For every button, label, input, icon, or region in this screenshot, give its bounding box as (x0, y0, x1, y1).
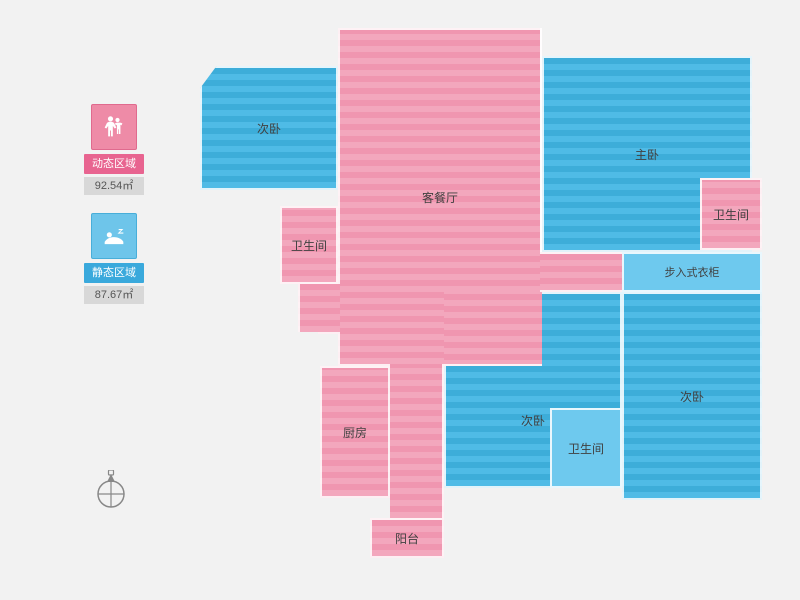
room-label: 次卧 (680, 388, 704, 405)
floorplan-canvas: { "canvas": { "width": 800, "height": 60… (0, 0, 800, 600)
legend-static: 静态区域 87.67㎡ (84, 213, 144, 304)
room-bedroom-nw: 次卧 (200, 66, 338, 190)
living-right-edge (540, 28, 542, 252)
room-label: 次卧 (257, 120, 281, 137)
room-bedroom-se2: 次卧 (622, 292, 762, 500)
room-label: 阳台 (395, 530, 419, 547)
floorplan: 客餐厅 次卧 卫生间 厨房 阳台 主卧 卫生间 (190, 28, 770, 568)
room-hall-s (390, 364, 444, 520)
living-bottom-edge (444, 364, 542, 366)
room-label: 步入式衣柜 (665, 264, 720, 280)
room-label: 卫生间 (713, 206, 749, 223)
compass-icon (93, 470, 129, 512)
legend-dynamic: 动态区域 92.54㎡ (84, 104, 144, 195)
sleep-icon (91, 213, 137, 259)
legend-static-value: 87.67㎡ (84, 286, 144, 304)
people-icon (91, 104, 137, 150)
room-balcony: 阳台 (370, 518, 444, 558)
room-kitchen: 厨房 (320, 366, 390, 498)
room-label: 卫生间 (291, 237, 327, 254)
room-label: 客餐厅 (422, 189, 458, 206)
room-label: 主卧 (635, 146, 659, 163)
room-label: 卫生间 (568, 440, 604, 457)
legend-dynamic-value: 92.54㎡ (84, 177, 144, 195)
door-swing (298, 332, 318, 334)
room-closet: 步入式衣柜 (622, 252, 762, 292)
legend-static-label: 静态区域 (84, 263, 144, 283)
legend-dynamic-label: 动态区域 (84, 154, 144, 174)
room-bath-s: 卫生间 (550, 408, 622, 488)
living-overlap (444, 292, 542, 366)
room-bath-w: 卫生间 (280, 206, 338, 284)
room-label: 次卧 (521, 412, 545, 429)
legend: 动态区域 92.54㎡ 静态区域 87.67㎡ (84, 104, 144, 322)
room-hall-e (540, 252, 622, 292)
room-label: 厨房 (343, 424, 367, 441)
room-bath-ne: 卫生间 (700, 178, 762, 250)
room-hall-w (298, 284, 340, 334)
